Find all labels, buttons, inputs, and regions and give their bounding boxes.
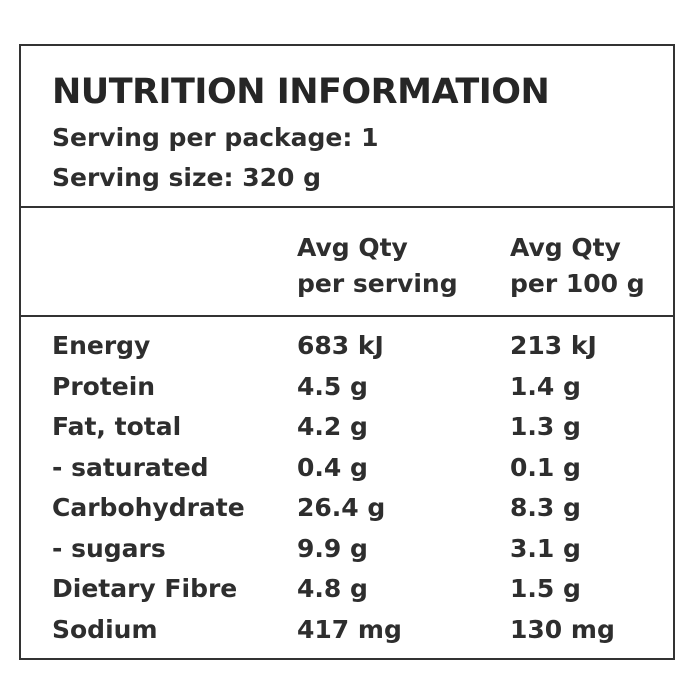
qty-per-serving: 4.8 g xyxy=(297,574,368,603)
table-row: - sugars 9.9 g 3.1 g xyxy=(21,531,673,572)
nutrient-name: Carbohydrate xyxy=(52,493,245,522)
column-header-line: per 100 g xyxy=(510,269,645,298)
table-row: Energy 683 kJ 213 kJ xyxy=(21,328,673,369)
nutrient-name: Fat, total xyxy=(52,412,182,441)
qty-per-100g: 130 mg xyxy=(510,614,615,644)
servings-per-package: Serving per package: 1 xyxy=(52,123,379,152)
nutrient-name: Protein xyxy=(52,371,156,401)
panel-title: NUTRITION INFORMATION xyxy=(52,72,550,112)
qty-per-100g: 8.3 g xyxy=(510,493,581,522)
nutrient-name: Dietary Fibre xyxy=(52,574,238,603)
table-row: Carbohydrate 26.4 g 8.3 g xyxy=(21,490,673,531)
qty-per-serving: 4.5 g xyxy=(297,371,368,401)
qty-per-100g: 1.5 g xyxy=(510,574,581,603)
table-row: Sodium 417 mg 130 mg xyxy=(21,612,673,653)
column-headers: Avg Qty per serving Avg Qty per 100 g xyxy=(21,208,673,317)
qty-per-100g: 1.3 g xyxy=(510,412,581,441)
column-header-per-serving: Avg Qty per serving xyxy=(297,230,458,302)
table-row: - saturated 0.4 g 0.1 g xyxy=(21,450,673,491)
qty-per-100g: 0.1 g xyxy=(510,452,581,482)
qty-per-serving: 9.9 g xyxy=(297,533,368,563)
nutrient-name: - sugars xyxy=(52,533,166,563)
qty-per-100g: 3.1 g xyxy=(510,533,581,563)
qty-per-serving: 417 mg xyxy=(297,614,402,644)
panel-header: NUTRITION INFORMATION Serving per packag… xyxy=(21,46,673,208)
nutrition-panel: NUTRITION INFORMATION Serving per packag… xyxy=(19,44,675,660)
table-row: Fat, total 4.2 g 1.3 g xyxy=(21,409,673,450)
serving-size: Serving size: 320 g xyxy=(52,163,321,192)
column-header-line: Avg Qty xyxy=(510,233,621,262)
qty-per-serving: 26.4 g xyxy=(297,493,386,522)
qty-per-100g: 213 kJ xyxy=(510,331,597,360)
nutrient-table: Energy 683 kJ 213 kJ Protein 4.5 g 1.4 g… xyxy=(21,328,673,652)
qty-per-serving: 4.2 g xyxy=(297,412,368,441)
column-header-line: Avg Qty xyxy=(297,233,408,262)
table-row: Protein 4.5 g 1.4 g xyxy=(21,369,673,410)
qty-per-serving: 0.4 g xyxy=(297,452,368,482)
column-header-line: per serving xyxy=(297,269,458,298)
column-header-per-100g: Avg Qty per 100 g xyxy=(510,230,645,302)
nutrient-name: - saturated xyxy=(52,452,209,482)
qty-per-100g: 1.4 g xyxy=(510,371,581,401)
nutrient-name: Sodium xyxy=(52,614,158,644)
qty-per-serving: 683 kJ xyxy=(297,331,384,360)
table-row: Dietary Fibre 4.8 g 1.5 g xyxy=(21,571,673,612)
nutrient-name: Energy xyxy=(52,331,151,360)
